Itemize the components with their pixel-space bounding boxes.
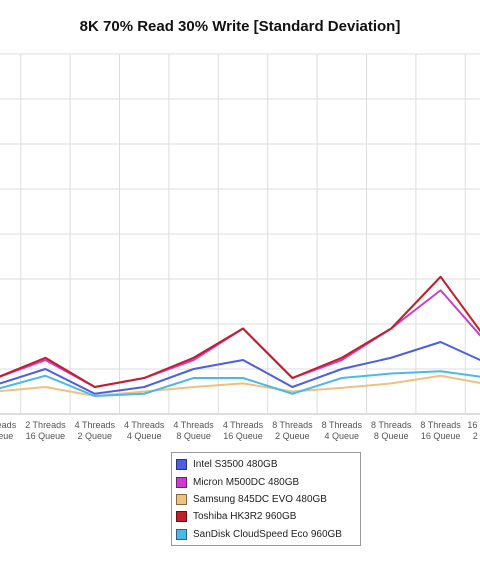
- x-tick-label: 8 Threads 8 Queue: [371, 420, 412, 441]
- legend-swatch: [176, 528, 187, 540]
- legend-item: Samsung 845DC EVO 480GB: [176, 491, 356, 508]
- series-line-4: [0, 370, 480, 397]
- x-tick-label: 4 Threads 16 Queue: [223, 420, 264, 441]
- legend-item: Toshiba HK3R2 960GB: [176, 508, 356, 525]
- legend-swatch: [176, 511, 187, 523]
- grid-layer: [0, 53, 480, 415]
- chart-title: 8K 70% Read 30% Write [Standard Deviatio…: [79, 18, 401, 35]
- series-line-2: [0, 374, 480, 397]
- legend-label: SanDisk CloudSpeed Eco 960GB: [193, 528, 342, 540]
- legend-item: SanDisk CloudSpeed Eco 960GB: [176, 526, 356, 543]
- legend-swatch: [176, 493, 187, 505]
- x-tick-label: 4 Threads 8 Queue: [173, 420, 214, 441]
- series-layer: [0, 275, 480, 397]
- x-tick-label: 8 Threads 16 Queue: [420, 420, 461, 441]
- legend-label: Samsung 845DC EVO 480GB: [193, 493, 327, 505]
- series-line-0: [0, 341, 480, 395]
- x-tick-label: 4 Threads 4 Queue: [124, 420, 165, 441]
- series-line-3: [0, 275, 480, 388]
- legend-label: Intel S3500 480GB: [193, 459, 278, 471]
- legend: Intel S3500 480GB Micron M500DC 480GB Sams…: [171, 452, 361, 546]
- x-tick-label: 4 Threads 2 Queue: [75, 420, 116, 441]
- legend-item: Intel S3500 480GB: [176, 456, 356, 473]
- legend-label: Micron M500DC 480GB: [193, 476, 300, 488]
- legend-swatch: [176, 476, 187, 488]
- legend-item: Micron M500DC 480GB: [176, 473, 356, 490]
- x-tick-label: 8 Threads 4 Queue: [322, 420, 363, 441]
- x-tick-label: 8 Threads 2 Queue: [272, 420, 313, 441]
- legend-label: Toshiba HK3R2 960GB: [193, 511, 297, 523]
- x-tick-label: 2 Threads 16 Queue: [25, 420, 66, 441]
- legend-swatch: [176, 459, 187, 471]
